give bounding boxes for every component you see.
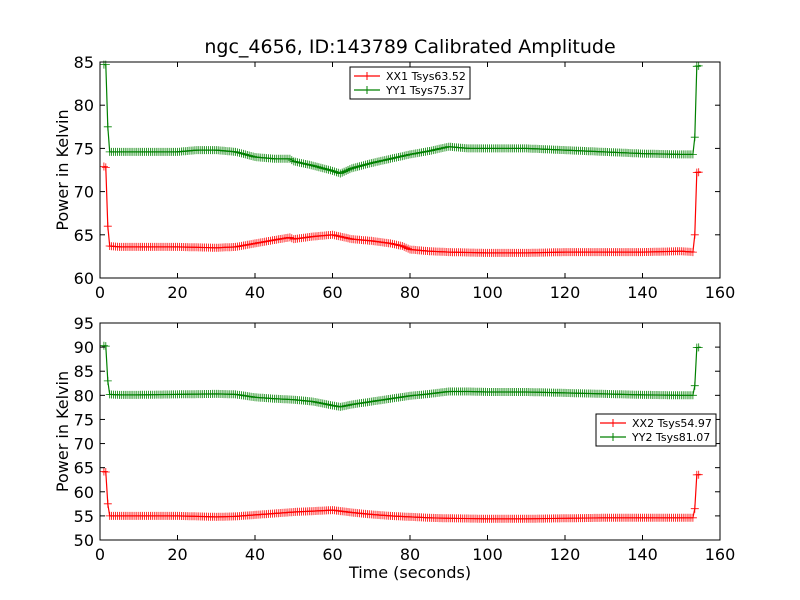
x-tick-label: 100 bbox=[472, 283, 503, 302]
y-tick-label: 65 bbox=[74, 459, 94, 478]
x-tick-label: 80 bbox=[400, 545, 420, 564]
series-xx-panel-2 bbox=[99, 467, 703, 523]
y-axis-label: Power in Kelvin bbox=[53, 371, 72, 492]
legend-entry: YY1 Tsys75.37 bbox=[385, 84, 464, 97]
x-tick-label: 120 bbox=[550, 283, 581, 302]
y-tick-label: 90 bbox=[74, 338, 94, 357]
legend-entry: XX2 Tsys54.97 bbox=[632, 417, 712, 430]
legend-marker bbox=[363, 72, 371, 80]
y-axis-label: Power in Kelvin bbox=[53, 109, 72, 230]
y-tick-label: 55 bbox=[74, 507, 94, 526]
legend-entry: XX1 Tsys63.52 bbox=[386, 70, 466, 83]
legend-marker bbox=[363, 86, 371, 94]
x-axis-label: Time (seconds) bbox=[348, 563, 471, 582]
legend-marker bbox=[609, 419, 617, 427]
y-tick-label: 85 bbox=[74, 362, 94, 381]
y-tick-label: 80 bbox=[74, 386, 94, 405]
x-tick-label: 160 bbox=[705, 283, 736, 302]
y-tick-label: 70 bbox=[74, 435, 94, 454]
series-line bbox=[103, 470, 701, 520]
y-tick-label: 95 bbox=[74, 314, 94, 333]
x-tick-label: 40 bbox=[245, 545, 265, 564]
legend-box bbox=[349, 66, 471, 100]
series-yy-panel-2 bbox=[99, 341, 703, 411]
x-tick-label: 100 bbox=[472, 545, 503, 564]
x-tick-label: 20 bbox=[167, 545, 187, 564]
y-tick-label: 85 bbox=[74, 53, 94, 72]
x-tick-label: 60 bbox=[322, 545, 342, 564]
x-tick-label: 60 bbox=[322, 283, 342, 302]
x-tick-label: 120 bbox=[550, 545, 581, 564]
y-tick-label: 70 bbox=[74, 183, 94, 202]
bottom-plot-panel: 0 20 40 60 80 100 120 140 160 50 55 60 65 70 75 80 85 90 9… bbox=[53, 314, 735, 564]
legend-entry: YY2 Tsys81.07 bbox=[631, 431, 710, 444]
top-plot-panel: 0 20 40 60 80 100 120 140 160 60 65 70 75 80 85 Power i… bbox=[53, 53, 735, 302]
y-tick-label: 80 bbox=[74, 96, 94, 115]
series-line bbox=[103, 165, 701, 254]
legend-marker bbox=[609, 433, 617, 441]
y-tick-label: 50 bbox=[74, 531, 94, 550]
x-tick-label: 20 bbox=[167, 283, 187, 302]
series-markers bbox=[99, 467, 703, 523]
y-tick-label: 60 bbox=[74, 269, 94, 288]
x-tick-label: 80 bbox=[400, 283, 420, 302]
x-tick-label: 0 bbox=[95, 545, 105, 564]
legend-box bbox=[595, 413, 717, 447]
y-tick-label: 75 bbox=[74, 139, 94, 158]
y-tick-label: 75 bbox=[74, 410, 94, 429]
x-tick-label: 140 bbox=[627, 283, 658, 302]
series-markers bbox=[99, 341, 703, 411]
chart-title: ngc_4656, ID:143789 Calibrated Amplitude bbox=[204, 36, 615, 58]
y-tick-label: 65 bbox=[74, 226, 94, 245]
x-tick-label: 140 bbox=[627, 545, 658, 564]
series-markers bbox=[99, 60, 703, 178]
series-markers bbox=[99, 162, 703, 257]
series-yy-panel-1 bbox=[99, 60, 703, 178]
x-tick-label: 160 bbox=[705, 545, 736, 564]
x-tick-label: 40 bbox=[245, 283, 265, 302]
x-tick-label: 0 bbox=[95, 283, 105, 302]
series-xx-panel-1 bbox=[99, 162, 703, 257]
y-tick-label: 60 bbox=[74, 483, 94, 502]
